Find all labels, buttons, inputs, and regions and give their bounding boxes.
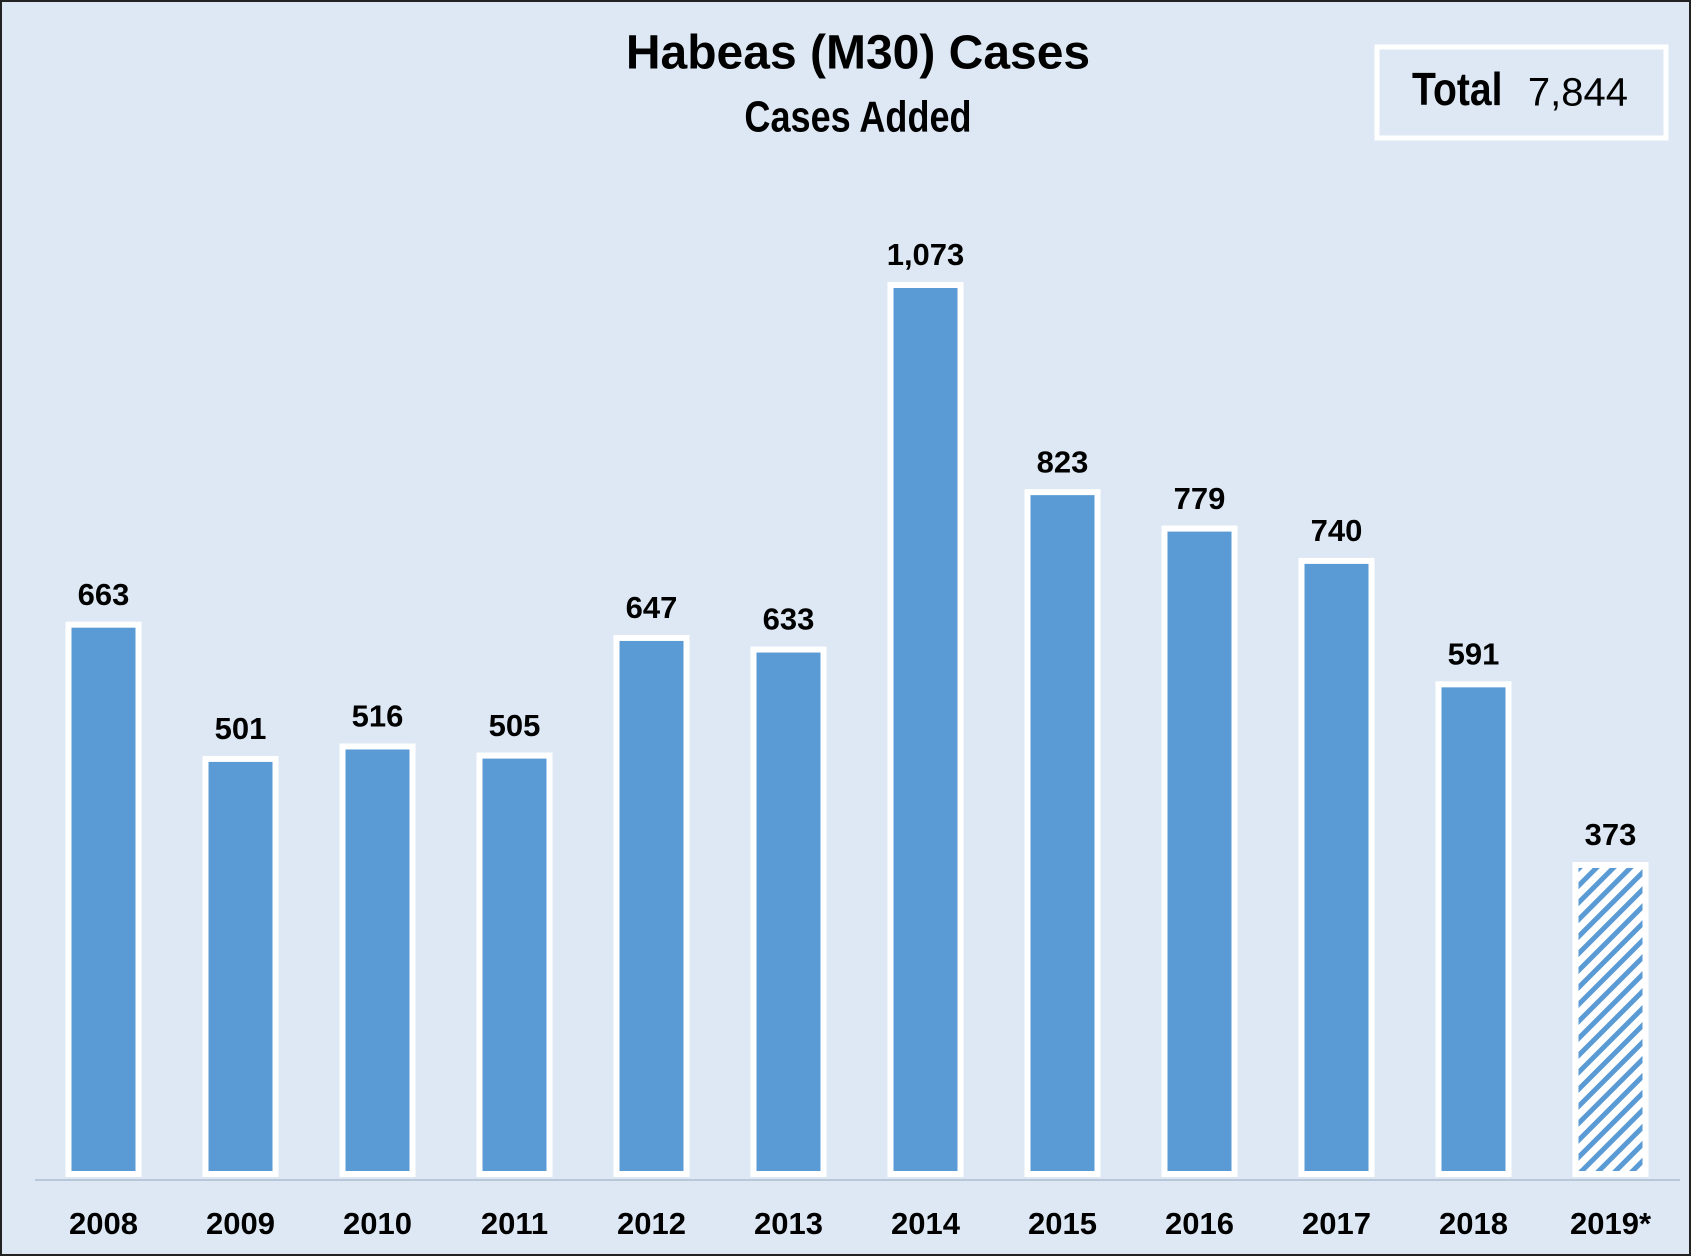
x-tick-label: 2014 xyxy=(891,1206,961,1241)
bar xyxy=(339,743,416,1177)
value-label: 591 xyxy=(1448,637,1500,672)
value-label: 1,073 xyxy=(887,237,965,272)
total-label: Total xyxy=(1412,64,1502,116)
value-label: 373 xyxy=(1585,817,1637,852)
bar xyxy=(202,755,279,1178)
x-tick-label: 2019* xyxy=(1570,1206,1652,1241)
total-box xyxy=(1374,44,1669,141)
x-tick-label: 2018 xyxy=(1439,1206,1508,1241)
chart-subtitle: Cases Added xyxy=(744,92,971,141)
x-tick-label: 2013 xyxy=(754,1206,823,1241)
bar xyxy=(613,634,690,1177)
bar xyxy=(887,282,964,1177)
bar xyxy=(750,646,827,1177)
value-label: 516 xyxy=(352,699,404,734)
x-tick-label: 2012 xyxy=(617,1206,686,1241)
value-label: 633 xyxy=(763,602,815,637)
value-label: 779 xyxy=(1174,481,1226,516)
x-tick-label: 2015 xyxy=(1028,1206,1097,1241)
value-label: 663 xyxy=(78,577,130,612)
x-tick-label: 2016 xyxy=(1165,1206,1234,1241)
value-label: 505 xyxy=(489,708,541,743)
x-tick-label: 2011 xyxy=(481,1206,548,1241)
bar xyxy=(1024,489,1101,1178)
value-label: 501 xyxy=(215,711,267,746)
value-label: 740 xyxy=(1311,513,1363,548)
bar xyxy=(1298,557,1375,1177)
value-label: 647 xyxy=(626,590,678,625)
total-value: 7,844 xyxy=(1528,71,1628,115)
x-tick-label: 2017 xyxy=(1302,1206,1371,1241)
value-label: 823 xyxy=(1037,444,1089,479)
bar xyxy=(65,621,142,1177)
bar xyxy=(1572,861,1649,1177)
bar xyxy=(476,752,553,1177)
chart-title: Habeas (M30) Cases xyxy=(626,27,1090,80)
x-tick-label: 2008 xyxy=(69,1206,138,1241)
x-tick-label: 2009 xyxy=(206,1206,275,1241)
bar xyxy=(1435,681,1512,1177)
x-tick-label: 2010 xyxy=(343,1206,412,1241)
bar xyxy=(1161,525,1238,1177)
